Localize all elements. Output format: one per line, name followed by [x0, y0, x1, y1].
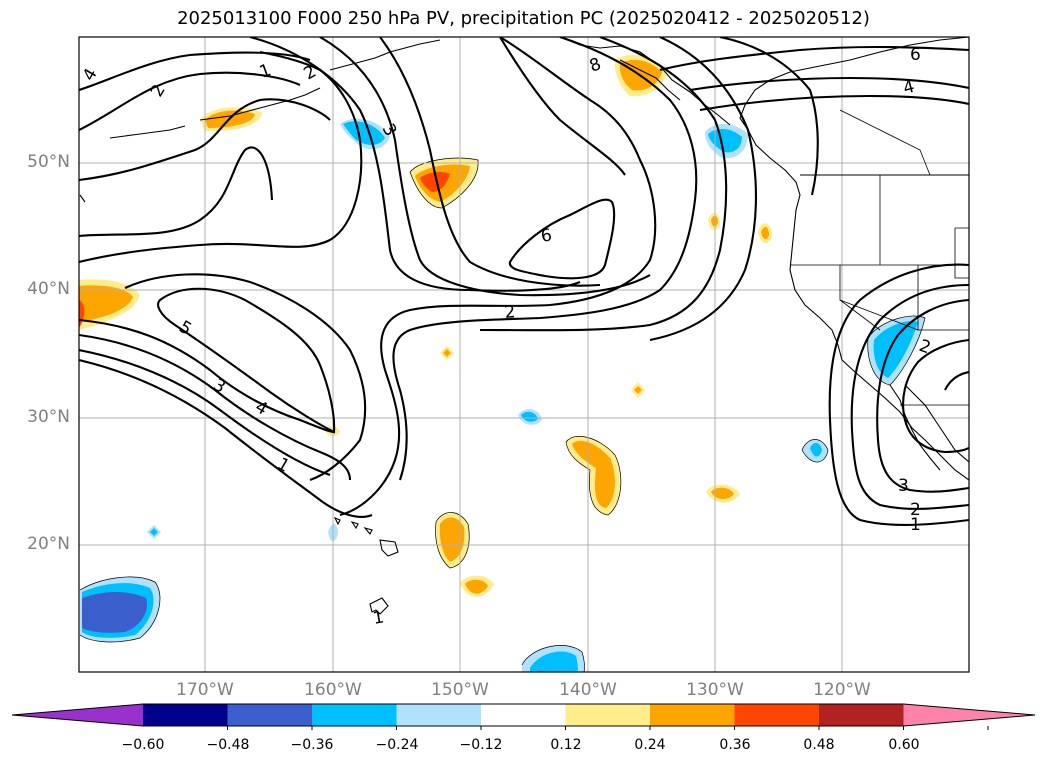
contour-label: 1 — [274, 454, 293, 477]
colorbar — [12, 704, 1035, 730]
colorbar-tick-label: 0.60 — [869, 737, 939, 753]
graticule — [79, 37, 969, 672]
contour-label: 2 — [301, 62, 320, 85]
colorbar-segment — [228, 704, 313, 726]
contour-label: 1 — [257, 60, 274, 82]
colorbar-tick-label: −0.48 — [193, 737, 263, 753]
lon-label: 150°W — [415, 680, 505, 700]
contour-label: 3 — [898, 476, 909, 496]
colorbar-tick-label: −0.12 — [446, 737, 516, 753]
precip-shading — [79, 55, 925, 672]
colorbar-tick-label: 0.12 — [531, 737, 601, 753]
contour-label: 2 — [916, 336, 933, 358]
colorbar-segment — [397, 704, 482, 726]
lon-label: 170°W — [160, 680, 250, 700]
contour-label: 8 — [587, 54, 604, 76]
colorbar-tick-label: −0.60 — [108, 737, 178, 753]
contour-label: 3 — [210, 375, 229, 398]
colorbar-tick-label: 0.24 — [615, 737, 685, 753]
map-frame — [79, 37, 969, 672]
colorbar-segment — [312, 704, 397, 726]
lat-label: 50°N — [0, 152, 70, 172]
contour-labels: 4 2 1 2 3 8 6 4 6 2 5 3 4 1 2 3 2 1 1 — [79, 45, 933, 629]
colorbar-tick-label: 0.36 — [700, 737, 770, 753]
colorbar-segment — [735, 704, 820, 726]
colorbar-segment — [12, 704, 143, 726]
contour-label: 2 — [504, 302, 517, 323]
colorbar-tick-label: −0.36 — [277, 737, 347, 753]
contour-label: 6 — [539, 225, 553, 247]
colorbar-segment — [143, 704, 228, 726]
colorbar-segment — [819, 704, 904, 726]
colorbar-segment — [481, 704, 566, 726]
map-figure: 4 2 1 2 3 8 6 4 6 2 5 3 4 1 2 3 2 1 1 — [0, 0, 1047, 765]
lat-label: 40°N — [0, 279, 70, 299]
colorbar-segment — [904, 704, 1036, 726]
lon-label: 120°W — [797, 680, 887, 700]
contour-label: 4 — [79, 65, 102, 84]
contour-label: 6 — [910, 45, 921, 65]
lat-label: 20°N — [0, 534, 70, 554]
lon-label: 140°W — [543, 680, 633, 700]
contour-label: 2 — [147, 81, 170, 100]
colorbar-segment — [566, 704, 651, 726]
contour-label: 1 — [910, 515, 921, 535]
lat-label: 30°N — [0, 407, 70, 427]
lon-label: 160°W — [288, 680, 378, 700]
colorbar-tick-label: 0.48 — [784, 737, 854, 753]
colorbar-tick-label: −0.24 — [362, 737, 432, 753]
colorbar-segment — [650, 704, 735, 726]
pv-contours — [79, 37, 969, 525]
lon-label: 130°W — [670, 680, 760, 700]
